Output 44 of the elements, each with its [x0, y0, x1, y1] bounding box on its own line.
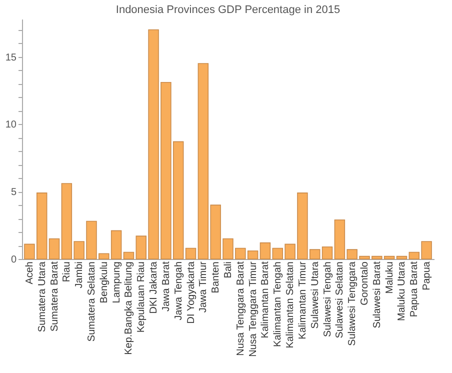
x-tick-label: Kalimantan Tengah	[272, 262, 284, 347]
y-tick-label: 5	[10, 187, 17, 198]
bar	[185, 248, 196, 260]
y-tick-label: 10	[5, 120, 17, 131]
x-tick-label: Nusa Tenggara Timur	[248, 260, 259, 357]
x-tick-label: Sumatera Utara	[36, 261, 48, 332]
x-tick-label: Jawa Timur	[198, 260, 210, 313]
x-tick-label: Kalimantan Selatan	[285, 262, 296, 348]
x-tick-label: Bali	[223, 262, 234, 278]
chart-title: Indonesia Provinces GDP Percentage in 2015	[116, 4, 340, 16]
x-tick-label: Kepulauan Riau	[136, 262, 148, 333]
x-tick-label: Sulawesi Tenggara	[347, 261, 358, 346]
bar	[48, 238, 60, 260]
x-tick-label: Bengkulu	[98, 262, 110, 304]
x-tick-label: Kalimantan Timur	[297, 260, 308, 340]
x-tick-label: Papua Barat	[409, 261, 420, 318]
x-tick-label: Sulawesi Barat	[372, 261, 383, 328]
bar	[396, 256, 408, 260]
x-tick-label: Sulawesi Selatan	[334, 262, 346, 338]
x-tick-label: Gorontalo	[360, 261, 371, 306]
bar	[322, 246, 333, 260]
x-tick-label: Sumatera Selatan	[86, 262, 98, 342]
x-tick-label: Maluku Utara	[396, 261, 408, 321]
x-tick-label: Kep.Bangka Belitung	[124, 262, 135, 355]
y-tick-label: 0	[10, 254, 17, 266]
x-tick-label: Lampung	[111, 262, 122, 304]
x-tick-label: Riau	[62, 262, 73, 282]
x-tick-label: Sulawesi Utara	[310, 261, 321, 329]
x-tick-label: Aceh	[24, 262, 36, 284]
x-tick-label: Nusa Tenggara Barat	[235, 261, 246, 356]
x-tick-label: DKI Jakarta	[148, 261, 160, 314]
y-tick-label: 15	[5, 52, 17, 64]
x-tick-label: Maluku	[384, 262, 396, 294]
bar	[123, 252, 134, 260]
x-tick-label: Jawa Tengah	[173, 262, 184, 320]
x-tick-label: Jawa Barat	[160, 261, 172, 312]
x-tick-label: Banten	[210, 262, 222, 294]
x-tick-label: DI Yogyakarta	[186, 261, 197, 324]
x-tick-label: Sumatera Barat	[49, 261, 60, 332]
x-tick-label: Papua	[422, 261, 433, 290]
bar	[260, 242, 271, 260]
x-tick-label: Jambi	[74, 262, 86, 288]
x-tick-label: Kalimantan Barat	[260, 261, 272, 338]
x-tick-label: Sulawesi Tengah	[322, 262, 334, 337]
